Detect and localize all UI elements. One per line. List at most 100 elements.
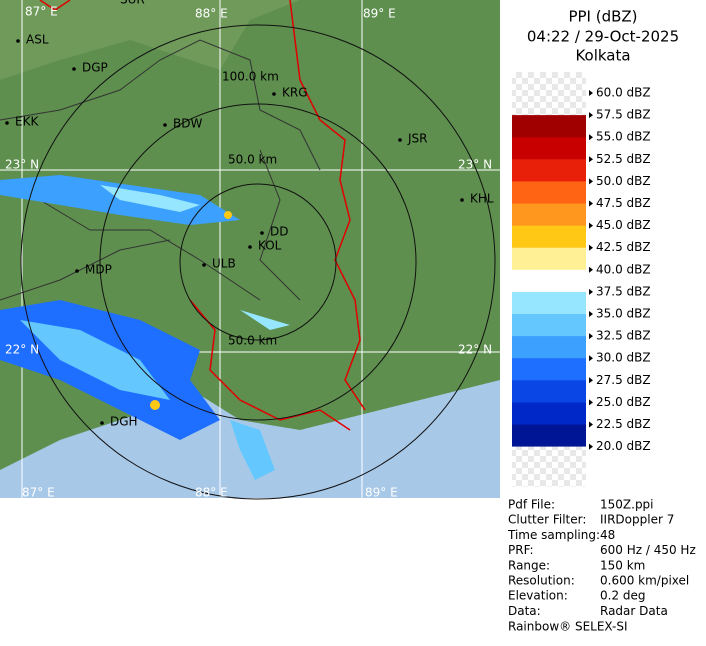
place-dot [100, 421, 104, 425]
legend-label: 30.0 dBZ [596, 351, 651, 365]
place-dot [72, 67, 76, 71]
panel-site: Kolkata [575, 47, 630, 65]
legend-bottom [512, 446, 586, 487]
legend-swatch [512, 137, 586, 160]
place-dot [202, 263, 206, 267]
legend-arrow [589, 311, 593, 317]
info-value: 48 [600, 528, 615, 542]
legend-label: 47.5 dBZ [596, 196, 651, 210]
range-label: 50.0 km [228, 153, 277, 167]
info-value: 600 Hz / 450 Hz [600, 543, 696, 557]
legend-swatch [512, 314, 586, 337]
legend-swatch [512, 336, 586, 359]
legend-swatch [512, 380, 586, 403]
legend-label: 27.5 dBZ [596, 373, 651, 387]
place-label: DGP [82, 61, 108, 75]
legend-arrow [589, 333, 593, 340]
panel-title: PPI (dBZ) [568, 8, 637, 26]
legend-label: 35.0 dBZ [596, 307, 651, 321]
info-key: PRF: [508, 543, 534, 557]
info-key: Clutter Filter: [508, 513, 586, 527]
place-label: KRG [282, 86, 308, 100]
legend-arrow [589, 134, 593, 141]
place-dot [75, 269, 79, 273]
graticule [0, 0, 500, 498]
terrain [0, 0, 300, 80]
place-label: KOL [258, 239, 282, 253]
legend-arrow [589, 421, 593, 428]
legend-label: 52.5 dBZ [596, 152, 651, 166]
place-dot [260, 231, 264, 235]
legend-label: 25.0 dBZ [596, 395, 651, 409]
range-rings [20, 24, 496, 500]
place-label: DGH [110, 415, 138, 429]
legend-label: 40.0 dBZ [596, 262, 651, 276]
legend-arrow [589, 178, 593, 185]
info-value: Radar Data [600, 604, 668, 618]
state-border [39, 0, 366, 431]
grid-label: 87° E [25, 5, 58, 19]
info-value: IIRDoppler 7 [600, 513, 674, 527]
place-dot [460, 198, 464, 202]
grid-label: 87° E [22, 486, 55, 500]
grid-label: 23° N [458, 158, 492, 172]
legend-arrow [589, 377, 593, 384]
legend-label: 55.0 dBZ [596, 130, 651, 144]
range-labels: 100.0 km 50.0 km 50.0 km [222, 70, 279, 348]
legend-swatch [512, 115, 586, 138]
legend-label: 37.5 dBZ [596, 284, 651, 298]
legend-swatch [512, 181, 586, 204]
legend-label: 22.5 dBZ [596, 417, 651, 431]
place-label: ASL [26, 33, 49, 47]
range-label: 50.0 km [228, 334, 277, 348]
legend-arrow [589, 156, 593, 163]
district-borders [0, 39, 321, 301]
grid-label: 88° E [195, 486, 228, 500]
info-key: Pdf File: [508, 498, 555, 512]
info-key: Resolution: [508, 574, 575, 588]
grid-label: 22° N [5, 343, 39, 357]
legend-arrow [589, 222, 593, 229]
range-label: 100.0 km [222, 70, 279, 84]
legend-swatch [512, 159, 586, 182]
legend-top [512, 72, 586, 93]
info-value: 0.2 deg [600, 589, 646, 603]
info-value: 150 km [600, 558, 645, 572]
legend-swatch [512, 247, 586, 271]
legend-swatch [512, 225, 586, 249]
legend-arrow [589, 200, 593, 207]
info-key: Time sampling: [507, 528, 600, 542]
legend-swatch [512, 203, 586, 227]
grid-labels: 87° E 88° E 89° E 23° N 23° N 22° N 22° N 87° E… [5, 5, 492, 500]
grid-label: 89° E [365, 486, 398, 500]
legend-arrow [589, 90, 593, 96]
legend-label: 57.5 dBZ [596, 108, 651, 122]
legend-arrow [589, 112, 593, 119]
place-dot [248, 245, 252, 249]
place-label: BDW [173, 117, 202, 131]
place-label: DD [270, 225, 288, 239]
info-key: Range: [508, 558, 550, 572]
grid-label: 89° E [363, 7, 396, 21]
place-dot [16, 39, 20, 43]
legend-swatch [512, 424, 586, 448]
grid-label: 23° N [5, 158, 39, 172]
legend-label: 60.0 dBZ [596, 86, 651, 100]
legend-arrow [589, 355, 593, 362]
place-label: EKK [15, 115, 39, 129]
place-label: SUR [120, 0, 145, 7]
legend-arrow [589, 288, 593, 295]
legend-swatch [512, 402, 586, 425]
legend-arrow [589, 266, 593, 273]
info-value: 0.600 km/pixel [600, 574, 689, 588]
legend-swatch [512, 269, 586, 293]
place-dot [398, 138, 402, 142]
info-footer: Rainbow® SELEX-SI [508, 620, 628, 634]
legend-arrow [589, 244, 593, 251]
info-key: Data: [508, 604, 541, 618]
legend: 60.0 dBZ 57.5 dBZ 55.0 dBZ 52.5 dBZ 50.0 dBZ… [512, 72, 651, 487]
map [0, 0, 500, 500]
grid-label: 22° N [458, 343, 492, 357]
